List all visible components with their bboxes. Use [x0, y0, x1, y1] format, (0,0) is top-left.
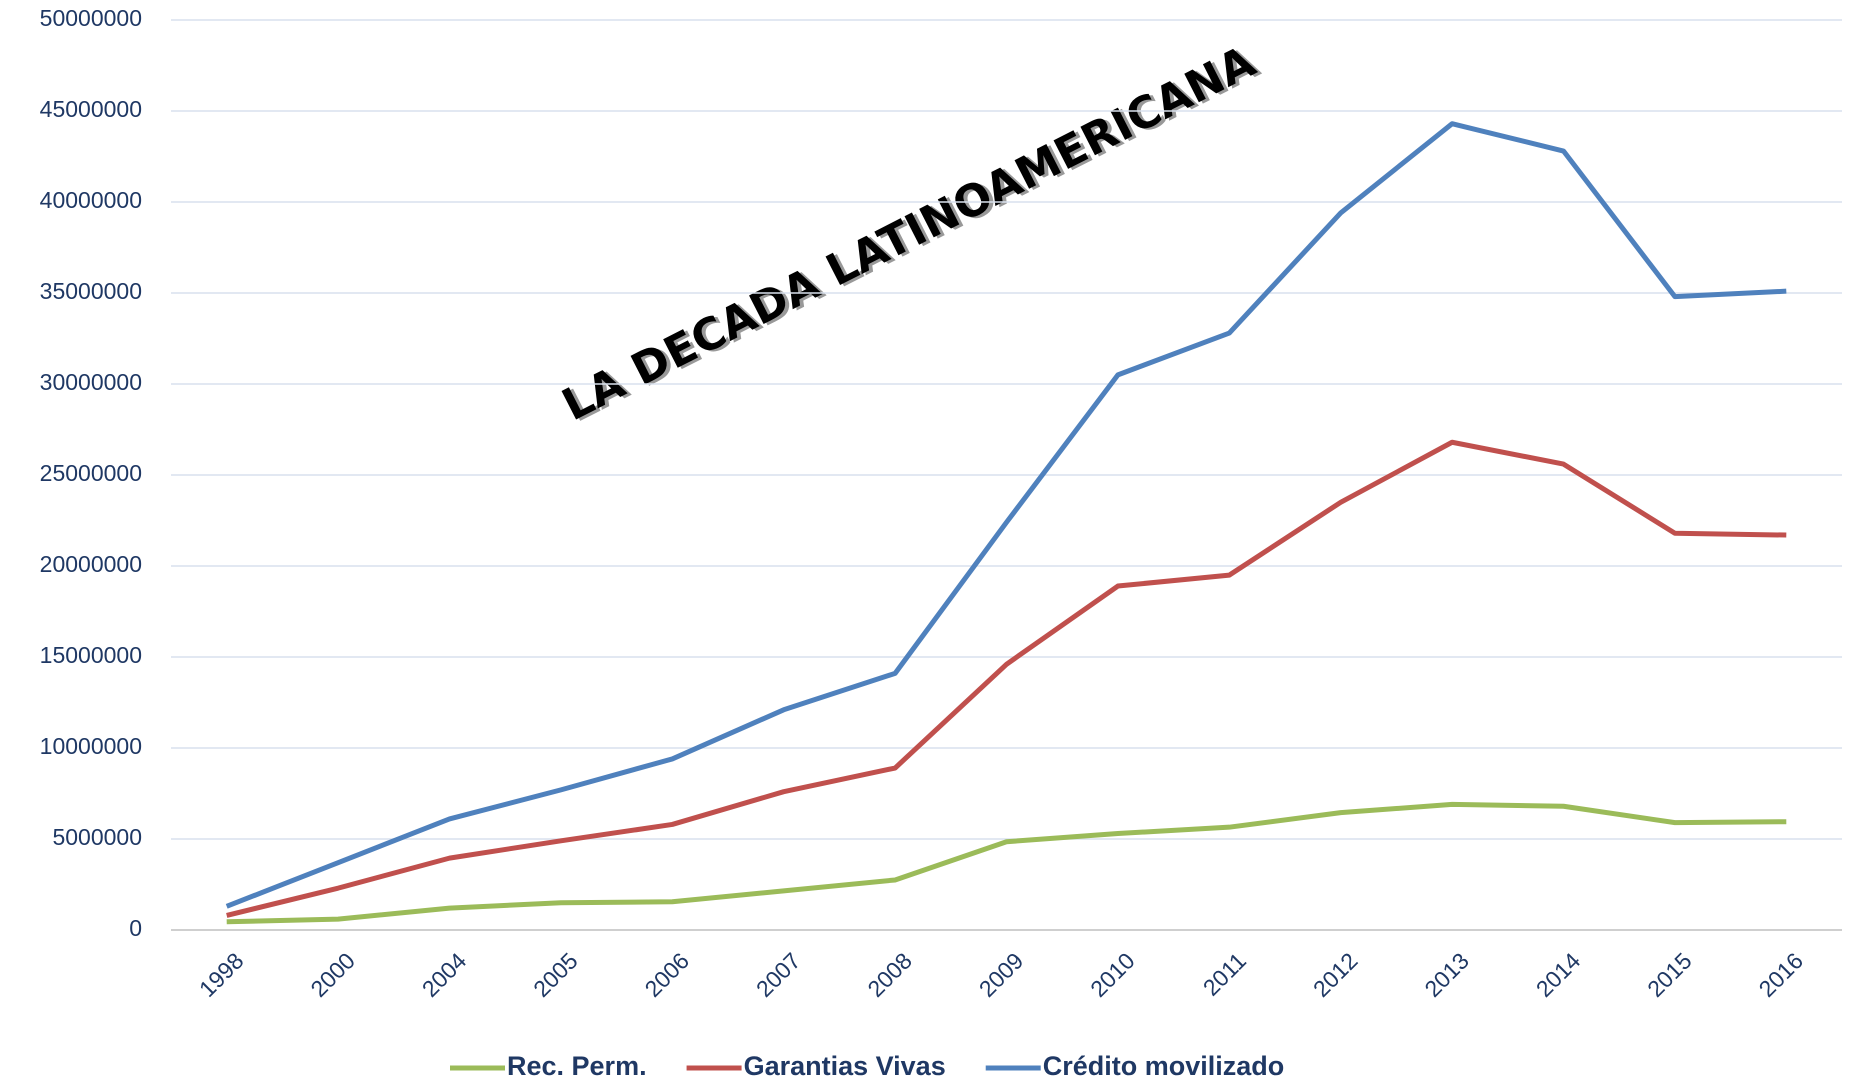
y-tick-label: 5000000 [52, 824, 142, 850]
legend-label: Garantias Vivas [744, 1051, 946, 1081]
x-tick-label: 1998 [194, 947, 249, 1002]
legend-label: Rec. Perm. [507, 1051, 647, 1081]
y-tick-label: 20000000 [40, 551, 142, 577]
y-tick-label: 25000000 [40, 460, 142, 486]
series-line [226, 439, 1787, 918]
x-tick-label: 2007 [751, 947, 806, 1002]
y-tick-label: 50000000 [40, 5, 142, 31]
y-tick-label: 40000000 [40, 187, 142, 213]
x-tick-label: 2008 [862, 947, 917, 1002]
y-tick-label: 35000000 [40, 278, 142, 304]
x-tick-label: 2006 [640, 947, 695, 1002]
legend-label: Crédito movilizado [1043, 1051, 1285, 1081]
x-tick-label: 2014 [1531, 947, 1586, 1002]
x-tick-label: 2004 [417, 947, 472, 1002]
series-line [225, 121, 1787, 909]
x-tick-label: 2013 [1419, 947, 1474, 1002]
x-tick-label: 2000 [305, 947, 360, 1002]
x-tick-label: 2016 [1754, 947, 1809, 1002]
x-tick-label: 2012 [1308, 947, 1363, 1002]
x-tick-label: 2009 [974, 947, 1029, 1002]
annotation-group: LA DECADA LATINOAMERICANA LA DECADA LATI… [554, 36, 1267, 432]
x-tick-label: 2010 [1085, 947, 1140, 1002]
y-tick-label: 15000000 [40, 642, 142, 668]
x-tick-label: 2011 [1198, 947, 1251, 1000]
plot: 0 5000000 10000000 15000000 20000000 25000000… [40, 5, 1842, 1081]
y-tick-label: 30000000 [40, 369, 142, 395]
x-tick-label: 2005 [528, 947, 583, 1002]
y-tick-label: 0 [129, 915, 142, 941]
annotation: LA DECADA LATINOAMERICANA [554, 36, 1263, 431]
series-line [226, 801, 1787, 925]
y-tick-label: 45000000 [40, 96, 142, 122]
x-tick-label: 2015 [1642, 947, 1697, 1002]
y-tick-label: 10000000 [40, 733, 142, 759]
